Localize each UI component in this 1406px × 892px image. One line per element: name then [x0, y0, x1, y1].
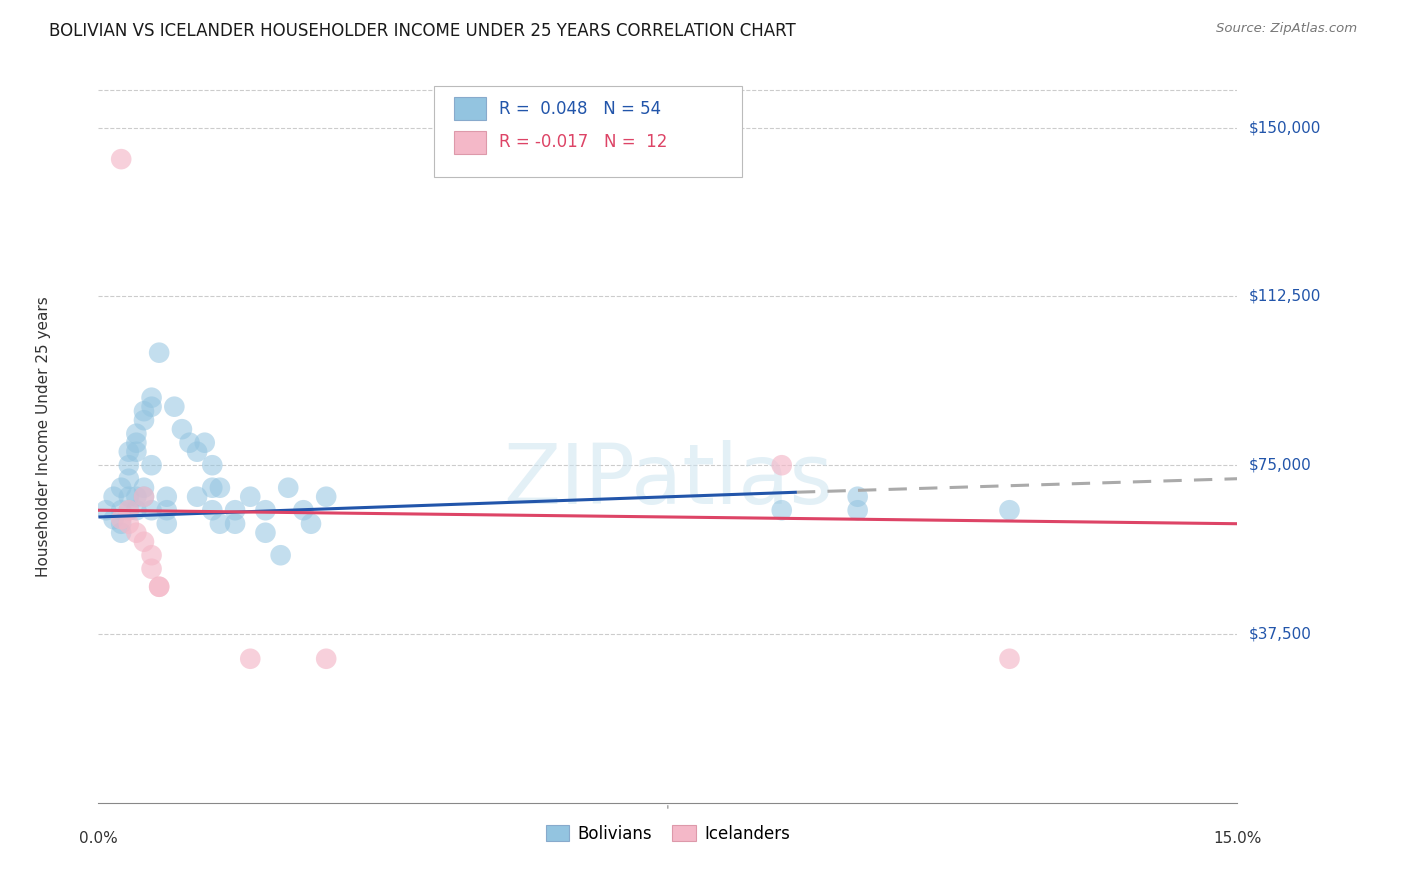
Point	[201, 458, 224, 473]
Point	[141, 391, 163, 405]
Text: 15.0%: 15.0%	[1213, 830, 1261, 846]
Point	[270, 548, 292, 562]
Point	[132, 404, 155, 418]
Point	[125, 444, 148, 458]
Point	[110, 525, 132, 540]
Point	[770, 503, 793, 517]
Point	[125, 426, 148, 441]
Point	[998, 503, 1021, 517]
Point	[299, 516, 322, 531]
Text: $112,500: $112,500	[1249, 289, 1320, 304]
Point	[141, 503, 163, 517]
Point	[118, 490, 141, 504]
Point	[239, 490, 262, 504]
Point	[163, 400, 186, 414]
Point	[118, 503, 141, 517]
Point	[148, 580, 170, 594]
Point	[118, 444, 141, 458]
Point	[110, 512, 132, 526]
Point	[224, 516, 246, 531]
Point	[315, 490, 337, 504]
Text: ZIPatlas: ZIPatlas	[503, 441, 832, 522]
Point	[208, 481, 231, 495]
Point	[118, 458, 141, 473]
Point	[170, 422, 193, 436]
FancyBboxPatch shape	[454, 130, 485, 154]
Point	[125, 490, 148, 504]
Text: $37,500: $37,500	[1249, 626, 1312, 641]
Point	[239, 652, 262, 666]
Point	[254, 525, 277, 540]
Point	[156, 516, 179, 531]
Point	[277, 481, 299, 495]
Point	[132, 481, 155, 495]
Point	[770, 458, 793, 473]
Point	[110, 503, 132, 517]
FancyBboxPatch shape	[454, 97, 485, 120]
Point	[315, 652, 337, 666]
Point	[156, 490, 179, 504]
Point	[94, 503, 117, 517]
Point	[998, 652, 1021, 666]
Point	[292, 503, 315, 517]
Point	[125, 525, 148, 540]
Legend: Bolivians, Icelanders: Bolivians, Icelanders	[540, 818, 796, 849]
Point	[186, 444, 208, 458]
Point	[186, 490, 208, 504]
Text: $75,000: $75,000	[1249, 458, 1312, 473]
Point	[194, 435, 217, 450]
Text: 0.0%: 0.0%	[79, 830, 118, 846]
Point	[141, 548, 163, 562]
Point	[125, 503, 148, 517]
Text: R = -0.017   N =  12: R = -0.017 N = 12	[499, 133, 668, 152]
Point	[141, 400, 163, 414]
Point	[208, 516, 231, 531]
Point	[179, 435, 201, 450]
Point	[148, 345, 170, 359]
Point	[846, 490, 869, 504]
Text: $150,000: $150,000	[1249, 120, 1320, 135]
FancyBboxPatch shape	[434, 86, 742, 178]
Point	[132, 490, 155, 504]
Point	[846, 503, 869, 517]
Point	[141, 458, 163, 473]
Point	[132, 413, 155, 427]
Point	[141, 562, 163, 576]
Point	[110, 481, 132, 495]
Point	[110, 152, 132, 166]
Point	[110, 516, 132, 531]
Point	[132, 534, 155, 549]
Point	[254, 503, 277, 517]
Point	[156, 503, 179, 517]
Point	[118, 472, 141, 486]
Point	[125, 435, 148, 450]
Point	[118, 516, 141, 531]
Point	[201, 503, 224, 517]
Point	[132, 490, 155, 504]
Point	[148, 580, 170, 594]
Point	[103, 490, 125, 504]
Point	[224, 503, 246, 517]
Point	[201, 481, 224, 495]
Point	[103, 512, 125, 526]
Text: Householder Income Under 25 years: Householder Income Under 25 years	[37, 297, 51, 577]
Text: BOLIVIAN VS ICELANDER HOUSEHOLDER INCOME UNDER 25 YEARS CORRELATION CHART: BOLIVIAN VS ICELANDER HOUSEHOLDER INCOME…	[49, 22, 796, 40]
Text: R =  0.048   N = 54: R = 0.048 N = 54	[499, 100, 661, 118]
Point	[118, 503, 141, 517]
Text: Source: ZipAtlas.com: Source: ZipAtlas.com	[1216, 22, 1357, 36]
